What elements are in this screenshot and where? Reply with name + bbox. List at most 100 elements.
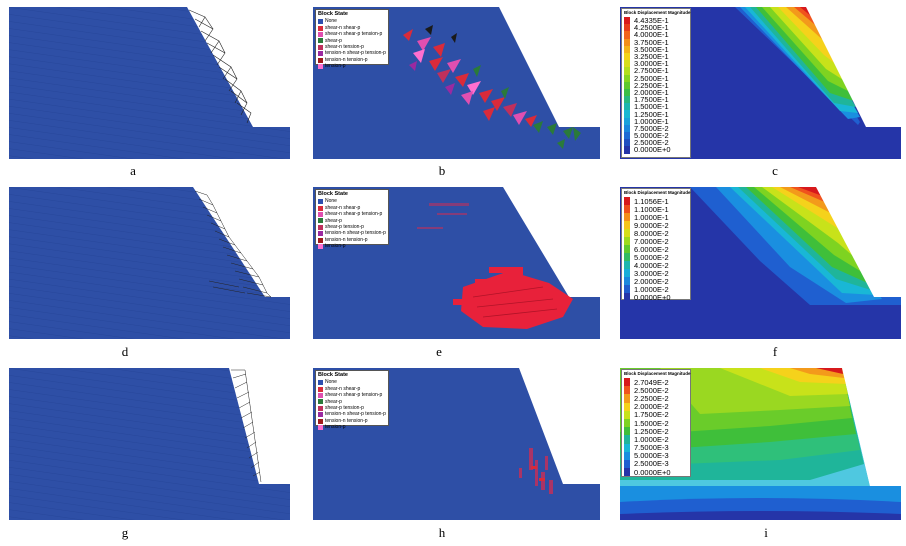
legend-swatch (624, 31, 630, 39)
legend-swatch (624, 418, 630, 428)
legend-item: tension-p (318, 243, 385, 249)
legend-swatch (624, 443, 630, 452)
panel-a (9, 7, 290, 159)
legend-item: 1.0000E-2 (624, 435, 688, 444)
legend-item: 1.0000E-1 (624, 117, 688, 126)
legend-swatch (624, 213, 630, 221)
legend-item: None (318, 379, 385, 385)
legend-item: 8.0000E-2 (624, 229, 688, 238)
legend-value: 2.5000E-3 (634, 459, 669, 469)
legend-swatch (624, 103, 630, 111)
legend-value: 2.7500E-1 (634, 66, 669, 76)
legend-swatch (318, 205, 323, 211)
legend-item: 1.2500E-2 (624, 426, 688, 436)
legend-swatch (318, 199, 323, 205)
legend-swatch (624, 205, 630, 213)
legend-item: 1.0000E-2 (624, 284, 688, 294)
legend-item: shear-n tension-p (318, 44, 385, 50)
legend-swatch (624, 261, 630, 269)
legend-swatch (624, 24, 630, 32)
legend-item: tension-p (318, 63, 385, 69)
legend-swatch (318, 31, 323, 37)
legend-value: 1.2500E-1 (634, 109, 669, 119)
legend-swatch (624, 237, 630, 245)
legend-value: 1.0000E-2 (634, 284, 669, 294)
legend-value: 1.0000E-1 (634, 212, 669, 222)
caption-h: h (438, 525, 446, 540)
legend-item: 2.0000E-2 (624, 277, 688, 286)
displacement-legend-f: Block Displacement Magnitude 1.1056E-1 1.… (621, 188, 691, 302)
legend-swatch (624, 221, 630, 229)
legend-value: 2.5000E-2 (634, 385, 669, 395)
legend-value: 1.5000E-2 (634, 418, 669, 428)
legend-value: 1.1056E-1 (634, 196, 669, 206)
block-state-legend-h: Block State None shear-n shear-p shear-n s… (315, 370, 389, 430)
legend-label: shear-p (325, 37, 342, 44)
legend-value: 4.0000E-1 (634, 30, 669, 40)
caption-c: c (772, 163, 778, 178)
caption-i: i (764, 525, 768, 540)
legend-swatch (624, 60, 630, 68)
legend-item: 2.2500E-1 (624, 80, 688, 90)
legend-item: 5.0000E-3 (624, 451, 688, 461)
panel-b: Block State None shear-n shear-p shear-n s… (313, 7, 600, 159)
legend-item: 4.2500E-1 (624, 23, 688, 32)
legend-label: tension-p (325, 243, 346, 250)
legend-label: shear-n tension-p (325, 44, 364, 51)
legend-swatch (624, 96, 630, 104)
legend-swatch (624, 402, 630, 411)
legend-label: shear-n shear-p tension-p (325, 31, 383, 38)
legend-swatch (624, 139, 630, 147)
legend-item: 9.0000E-2 (624, 221, 688, 230)
legend-swatch (624, 269, 630, 277)
panel-h: Block State None shear-n shear-p shear-n s… (313, 368, 600, 520)
legend-swatch (624, 394, 630, 403)
legend-item: 1.0000E-1 (624, 212, 688, 222)
caption-f: f (772, 344, 778, 359)
legend-value: 7.0000E-2 (634, 236, 669, 246)
legend-swatch (318, 399, 323, 405)
legend-item: tension-n shear-p tension-p (318, 230, 386, 237)
legend-value: 7.5000E-3 (634, 443, 669, 453)
displacement-legend-i: Block Displacement Magnitude 2.7049E-2 2.… (621, 369, 691, 477)
legend-item: 2.7049E-2 (624, 377, 688, 387)
legend-label: tension-n shear-p tension-p (325, 50, 386, 57)
legend-label: shear-n shear-p (325, 204, 361, 211)
panel-d (9, 187, 290, 339)
legend-value: 2.2500E-1 (634, 80, 669, 90)
legend-value: 2.7049E-2 (634, 377, 669, 387)
legend-swatch (624, 378, 630, 387)
legend-item: tension-p (318, 424, 385, 430)
legend-item: 3.7500E-1 (624, 37, 688, 47)
legend-label: shear-p (325, 398, 342, 405)
legend-swatch (624, 427, 630, 436)
legend-swatch (624, 38, 630, 46)
legend-swatch (624, 124, 630, 132)
caption-d: d (121, 344, 129, 359)
legend-swatch (318, 412, 323, 418)
legend-item: 7.5000E-2 (624, 124, 688, 133)
legend-value: 3.5000E-1 (634, 44, 669, 54)
legend-swatch (318, 51, 323, 57)
legend-value: 6.0000E-2 (634, 244, 669, 254)
legend-swatch (624, 253, 630, 261)
legend-label: tension-n shear-p tension-p (325, 230, 386, 237)
legend-swatch (318, 243, 323, 249)
legend-swatch (624, 197, 630, 205)
legend-value: 3.0000E-1 (634, 59, 669, 69)
legend-item: shear-p (318, 218, 385, 224)
legend-swatch (318, 38, 323, 44)
block-state-legend-b: Block State None shear-n shear-p shear-n s… (315, 9, 389, 69)
legend-value: 3.7500E-1 (634, 37, 669, 47)
legend-value: 5.0000E-3 (634, 451, 669, 461)
panel-i: Block Displacement Magnitude 2.7049E-2 2.… (620, 368, 901, 520)
legend-item: 3.2500E-1 (624, 52, 688, 61)
legend-item: 5.0000E-2 (624, 131, 688, 140)
legend-item: 2.0000E-2 (624, 402, 688, 411)
legend-swatch (624, 74, 630, 82)
legend-item: shear-n shear-p tension-p (318, 31, 385, 37)
legend-value: 1.2500E-2 (634, 426, 669, 436)
legend-swatch (624, 293, 630, 301)
legend-swatch (624, 88, 630, 97)
legend-label: shear-n shear-p tension-p (325, 392, 383, 399)
